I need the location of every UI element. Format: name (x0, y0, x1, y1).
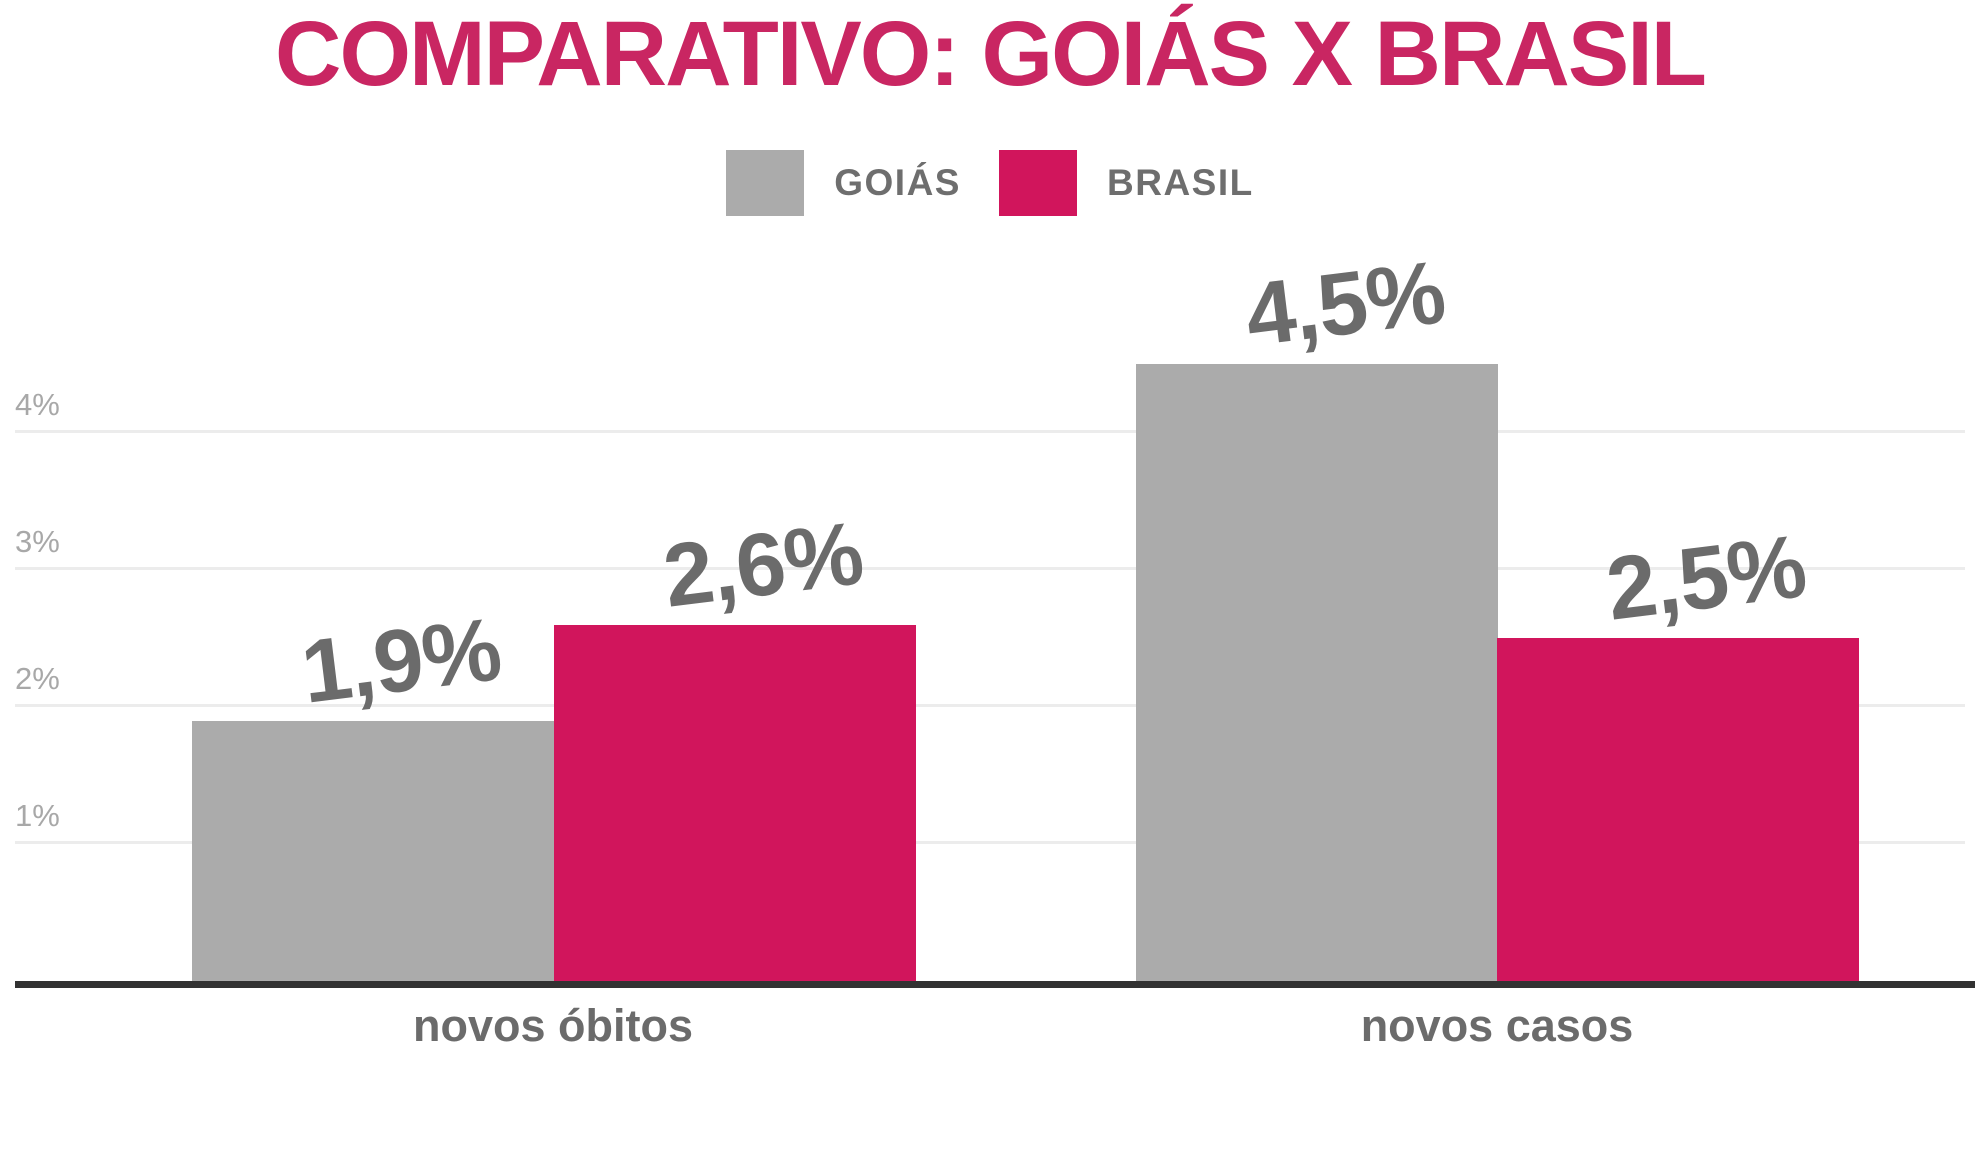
y-tick-label-1%: 1% (15, 798, 60, 833)
chart-title: COMPARATIVO: GOIÁS X BRASIL (275, 3, 1707, 105)
bar-goiás-novos-óbitos (192, 721, 554, 981)
data-label-brasil-novos-óbitos: 2,6% (658, 502, 868, 626)
gridline-4% (15, 430, 1965, 433)
gridline-1% (15, 841, 1965, 844)
data-label-brasil-novos-casos: 2,5% (1601, 515, 1811, 639)
bar-goiás-novos-casos (1136, 364, 1498, 981)
bar-brasil-novos-óbitos (554, 625, 916, 981)
legend: GOIÁS BRASIL (0, 150, 1980, 216)
brasil-color-swatch (999, 150, 1077, 216)
category-label-novos-obitos: novos óbitos (413, 1000, 693, 1051)
x-axis-line (15, 981, 1975, 988)
category-label-novos-casos: novos casos (1360, 1000, 1634, 1051)
y-tick-label-3%: 3% (15, 524, 60, 559)
legend-item-brasil: BRASIL (999, 150, 1254, 216)
bar-brasil-novos-casos (1497, 638, 1859, 981)
legend-item-goias: GOIÁS (726, 150, 961, 216)
gridline-2% (15, 704, 1965, 707)
goias-color-swatch (726, 150, 805, 216)
legend-label-brasil: BRASIL (1107, 162, 1254, 203)
y-tick-label-4%: 4% (15, 387, 60, 422)
y-tick-label-2%: 2% (15, 661, 60, 696)
data-label-goiás-novos-casos: 4,5% (1240, 241, 1450, 365)
gridline-3% (15, 567, 1965, 570)
legend-label-goias: GOIÁS (834, 162, 961, 203)
